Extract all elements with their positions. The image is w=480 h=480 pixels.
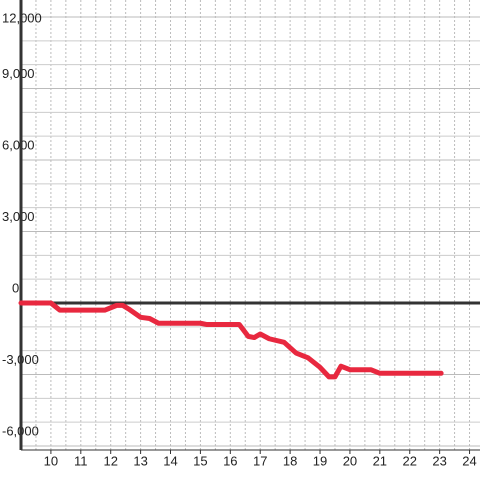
x-tick-label: 24: [462, 453, 476, 468]
x-tick-label: 11: [74, 453, 88, 468]
x-tick-label: 18: [283, 453, 297, 468]
x-tick-label: 22: [402, 453, 416, 468]
x-tick-label: 13: [133, 453, 147, 468]
x-tick-label: 12: [103, 453, 117, 468]
x-tick-label: 16: [223, 453, 237, 468]
x-tick-label: 21: [373, 453, 387, 468]
line: [18, 300, 444, 380]
y-tick-label: 0: [12, 280, 19, 295]
y-tick-label: 9,000: [2, 66, 35, 81]
x-tick-label: 23: [432, 453, 446, 468]
y-tick-label: 3,000: [2, 209, 35, 224]
x-tick-label: 20: [343, 453, 357, 468]
x-tick-label: 17: [253, 453, 267, 468]
x-tick-label: 15: [193, 453, 207, 468]
y-tick-label: 6,000: [2, 137, 35, 152]
x-tick-label: 19: [313, 453, 327, 468]
x-tick-label: 10: [44, 453, 58, 468]
x-tick-label: 14: [163, 453, 177, 468]
